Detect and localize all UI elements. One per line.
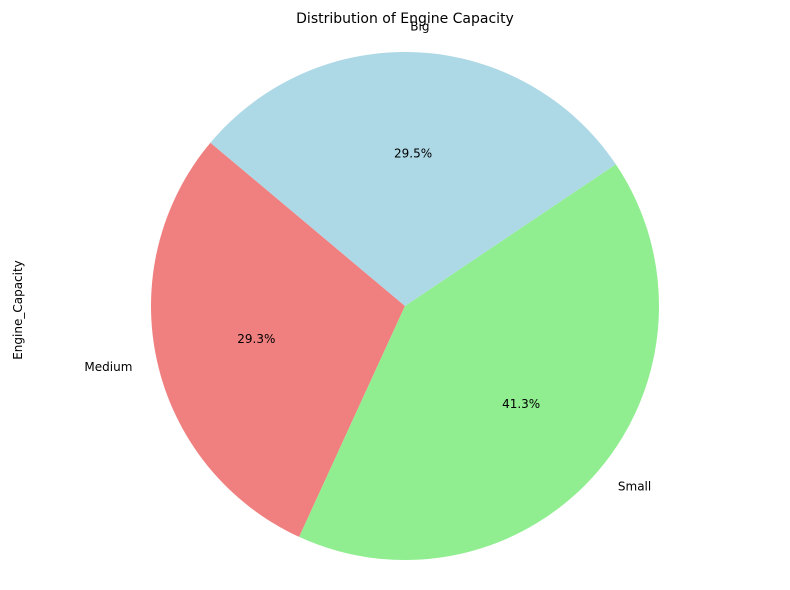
pie-slice-small [299, 164, 660, 561]
slice-percent-big: 29.5% [394, 146, 432, 160]
pie-slice-medium [150, 142, 405, 537]
slice-label-small: Small [618, 479, 651, 493]
y-axis-label: Engine_Capacity [11, 260, 25, 360]
slice-label-medium: Medium [84, 360, 132, 374]
slice-percent-medium: 29.3% [237, 332, 275, 346]
slice-percent-small: 41.3% [502, 397, 540, 411]
slice-label-big: Big [410, 19, 429, 33]
chart-title: Distribution of Engine Capacity [296, 11, 514, 27]
pie-labels: Medium 29.3% Small 41.3% Big 29.5% [84, 19, 651, 493]
pie-slice-big [210, 51, 616, 306]
pie-slices [150, 51, 660, 561]
